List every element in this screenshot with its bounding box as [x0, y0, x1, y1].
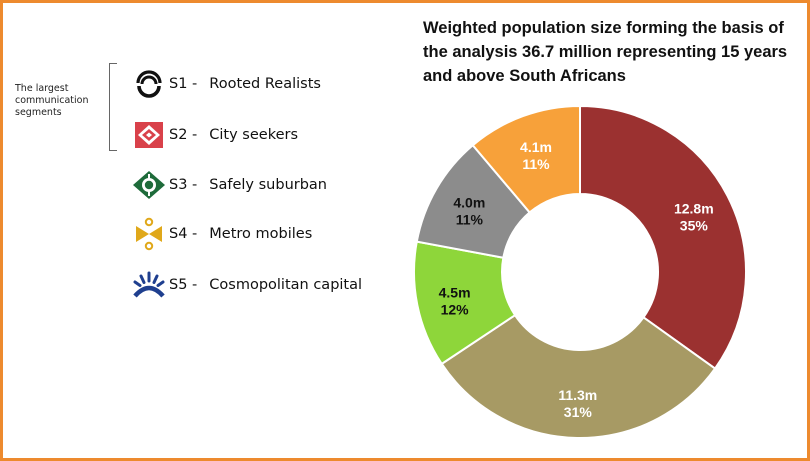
city-seekers-icon	[131, 120, 167, 150]
legend-name: Safely suburban	[209, 177, 327, 193]
rooted-realists-icon	[131, 69, 167, 99]
slice-percent-label-s5: 11%	[522, 156, 550, 172]
legend-item-s3: S3 - Safely suburban	[131, 170, 327, 200]
segments-bracket	[109, 63, 117, 151]
slice-value-label-s4: 4.0m	[453, 195, 485, 211]
legend-item-s4: S4 - Metro mobiles	[131, 217, 313, 251]
slice-percent-label-s2: 31%	[564, 404, 593, 420]
slice-value-label-s1: 12.8m	[674, 200, 714, 216]
legend-code: S5 -	[169, 277, 198, 293]
legend-name: City seekers	[209, 127, 299, 143]
cosmopolitan-capital-icon	[131, 270, 167, 300]
legend-code: S4 -	[169, 226, 198, 242]
metro-mobiles-icon	[131, 217, 167, 251]
slice-percent-label-s1: 35%	[680, 217, 709, 233]
legend-name: Cosmopolitan capital	[209, 277, 363, 293]
slice-percent-label-s4: 11%	[456, 212, 484, 228]
legend-item-s2: S2 - City seekers	[131, 120, 298, 150]
slice-value-label-s2: 11.3m	[558, 387, 597, 403]
donut-slice-s1	[579, 104, 747, 370]
legend-code: S2 -	[169, 127, 198, 143]
safely-suburban-icon	[131, 170, 167, 200]
donut-slice-s2	[440, 313, 717, 439]
largest-segments-note: The largest communication segments	[15, 83, 89, 118]
slice-value-label-s5: 4.1m	[520, 139, 552, 155]
slice-value-label-s3: 4.5m	[439, 285, 471, 301]
legend-item-s1: S1 - Rooted Realists	[131, 69, 321, 99]
legend-name: Metro mobiles	[209, 226, 313, 242]
legend-code: S3 -	[169, 177, 198, 193]
legend-item-s5: S5 - Cosmopolitan capital	[131, 270, 362, 300]
chart-title: Weighted population size forming the bas…	[423, 19, 788, 85]
legend-name: Rooted Realists	[209, 76, 321, 92]
legend-code: S1 -	[169, 76, 198, 92]
donut-slice-s5	[471, 104, 581, 214]
slice-percent-label-s3: 12%	[441, 302, 470, 318]
